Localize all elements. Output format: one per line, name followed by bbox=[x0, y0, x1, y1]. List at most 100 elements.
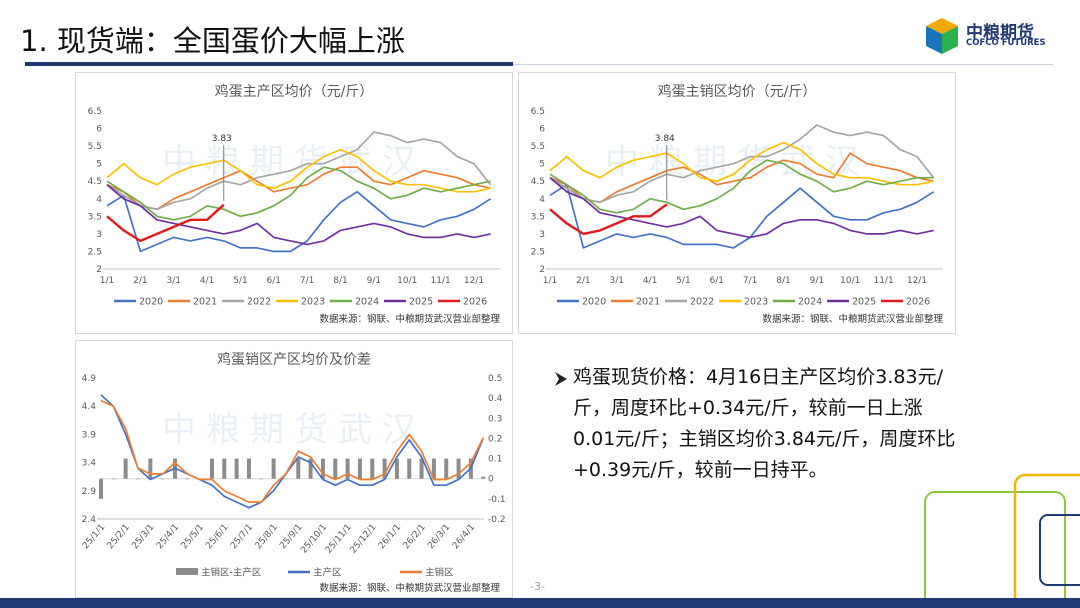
legend-label: 主销区 bbox=[425, 567, 454, 579]
y-tick-label: 3.5 bbox=[531, 212, 545, 222]
bar bbox=[456, 458, 461, 479]
x-tick-label: 25/1/1 bbox=[81, 523, 107, 552]
x-tick-label: 26/1/1 bbox=[377, 523, 403, 552]
bar bbox=[382, 458, 387, 479]
bar bbox=[135, 478, 140, 480]
x-tick-label: 25/5/1 bbox=[180, 523, 206, 552]
bar bbox=[185, 478, 190, 480]
source-note: 数据来源：钢联、中粮期货武汉营业部整理 bbox=[319, 582, 500, 594]
y-tick-label: 3 bbox=[539, 230, 545, 240]
y-tick-label: 3.9 bbox=[82, 430, 97, 440]
bar bbox=[209, 458, 214, 479]
x-tick-label: 4/1 bbox=[643, 276, 657, 286]
y-tick-label: 5.5 bbox=[531, 142, 545, 152]
title-rule bbox=[25, 62, 513, 66]
source-note: 数据来源：钢联、中粮期货武汉营业部整理 bbox=[319, 313, 500, 325]
x-tick-label: 7/1 bbox=[300, 276, 314, 286]
x-tick-label: 25/2/1 bbox=[106, 523, 132, 552]
y-tick-label: 3 bbox=[96, 230, 102, 240]
y-tick-label: 3.4 bbox=[82, 459, 97, 469]
x-tick-label: 25/3/1 bbox=[130, 523, 156, 552]
bar bbox=[148, 458, 153, 479]
y-tick-label: 4.5 bbox=[531, 177, 545, 187]
legend-label: 主产区 bbox=[313, 567, 342, 579]
x-tick-label: 25/7/1 bbox=[229, 523, 255, 552]
bar bbox=[333, 458, 338, 479]
line-series bbox=[100, 399, 484, 503]
watermark: 中粮期货武汉 bbox=[162, 142, 426, 182]
chart-title: 鸡蛋主产区均价（元/斤） bbox=[215, 83, 374, 100]
bar bbox=[296, 458, 301, 479]
x-tick-label: 1/1 bbox=[543, 276, 557, 286]
logo-cn: 中粮期货 bbox=[966, 23, 1034, 43]
bullet bbox=[555, 372, 567, 386]
x-tick-label: 1/1 bbox=[100, 276, 114, 286]
y2-tick-label: 0.2 bbox=[488, 434, 502, 444]
bar bbox=[431, 458, 436, 479]
bar bbox=[419, 458, 424, 479]
x-tick-label: 6/1 bbox=[710, 276, 724, 286]
bar bbox=[259, 478, 264, 480]
legend-label: 2024 bbox=[355, 297, 379, 308]
x-tick-label: 3/1 bbox=[166, 276, 180, 286]
x-tick-label: 25/12/1 bbox=[349, 523, 379, 556]
y-tick-label: 2 bbox=[539, 265, 545, 275]
body-text: 鸡蛋现货价格：4月16日主产区均价3.83元/斤，周度环比+0.34元/斤，较前… bbox=[573, 366, 956, 481]
bar bbox=[234, 458, 239, 479]
y-tick-label: 4 bbox=[96, 195, 102, 205]
chart: 中粮期货武汉鸡蛋主销区均价（元/斤）22.533.544.555.566.51/… bbox=[531, 83, 944, 325]
annotation: 3.84 bbox=[655, 134, 675, 144]
y-tick-label: 5 bbox=[539, 160, 545, 170]
legend-label: 2021 bbox=[193, 297, 217, 308]
x-tick-label: 11/1 bbox=[430, 276, 450, 286]
y2-tick-label: 0.5 bbox=[488, 374, 502, 384]
x-tick-label: 25/4/1 bbox=[155, 523, 181, 552]
source-note: 数据来源：钢联、中粮期货武汉营业部整理 bbox=[762, 313, 943, 325]
x-tick-label: 2/1 bbox=[133, 276, 147, 286]
x-tick-label: 10/1 bbox=[397, 276, 417, 286]
line-series bbox=[549, 183, 935, 249]
y-tick-label: 4.9 bbox=[82, 374, 97, 384]
y-tick-label: 2.5 bbox=[531, 247, 545, 257]
x-tick-label: 25/8/1 bbox=[254, 523, 280, 552]
legend-swatch bbox=[176, 568, 198, 575]
legend-label: 2024 bbox=[798, 297, 822, 308]
bar bbox=[160, 478, 165, 480]
bar bbox=[222, 458, 227, 479]
x-tick-label: 26/3/1 bbox=[426, 523, 452, 552]
y-tick-label: 2.4 bbox=[82, 515, 97, 525]
x-tick-label: 10/1 bbox=[840, 276, 860, 286]
line-series bbox=[106, 184, 491, 246]
legend-label: 2023 bbox=[744, 297, 768, 308]
legend-label: 2023 bbox=[301, 297, 325, 308]
y-tick-label: 6 bbox=[539, 125, 545, 135]
legend-label: 2025 bbox=[852, 297, 876, 308]
chart-panel: 中粮期货武汉 鸡蛋销区产区均价及价差 2.4 2.9 3.4 3.9 4.4 4.9 -0.2 -… bbox=[75, 340, 513, 598]
bar bbox=[320, 458, 325, 479]
y-tick-label: 2.9 bbox=[82, 487, 97, 497]
x-tick-label: 9/1 bbox=[367, 276, 381, 286]
slide-title: 1. 现货端：全国蛋价大幅上涨 bbox=[20, 24, 405, 58]
y-tick-label: 4.5 bbox=[88, 177, 102, 187]
x-tick-label: 11/1 bbox=[873, 276, 893, 286]
y2-tick-label: -0.1 bbox=[488, 495, 506, 505]
line-series bbox=[549, 124, 935, 204]
page-number: -3- bbox=[530, 580, 545, 593]
x-tick-label: 26/2/1 bbox=[402, 523, 428, 552]
y2-tick-label: 0.1 bbox=[488, 455, 502, 465]
y2-tick-label: -0.2 bbox=[488, 515, 506, 525]
y-tick-label: 6.5 bbox=[531, 107, 545, 117]
title-rule-light bbox=[513, 64, 1053, 65]
legend-label: 2020 bbox=[582, 297, 606, 308]
legend-label: 2021 bbox=[636, 297, 660, 308]
bar bbox=[308, 458, 313, 479]
y-tick-label: 2 bbox=[96, 265, 102, 275]
x-tick-label: 26/4/1 bbox=[451, 523, 477, 552]
y2-tick-label: 0 bbox=[488, 475, 494, 485]
watermark: 中粮期货武汉 bbox=[162, 410, 426, 450]
y-tick-label: 4.4 bbox=[82, 402, 97, 412]
x-tick-label: 5/1 bbox=[676, 276, 690, 286]
bar bbox=[123, 458, 128, 479]
y-tick-label: 6.5 bbox=[88, 107, 102, 117]
